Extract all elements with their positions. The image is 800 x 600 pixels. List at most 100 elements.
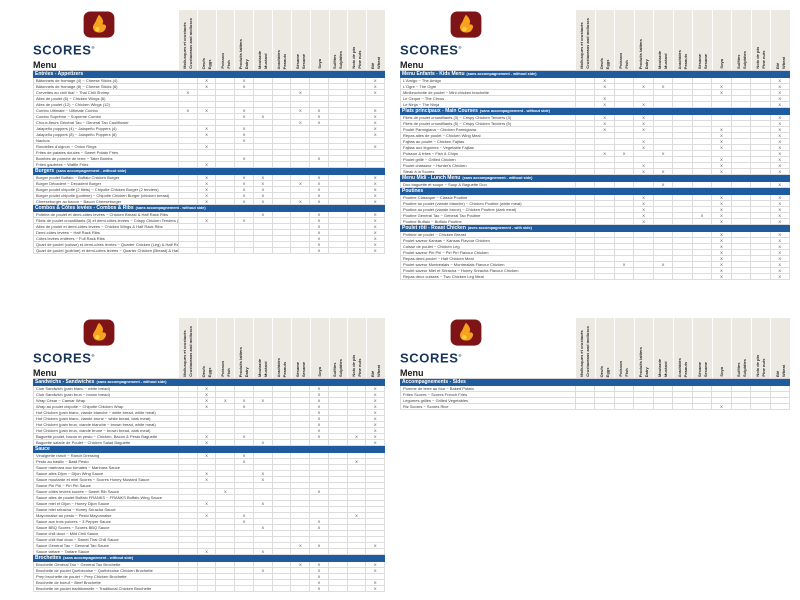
menu-item-name: Sauce Général Tao ~ General Tao Sauce bbox=[33, 543, 178, 548]
allergen-mark-cell bbox=[575, 201, 594, 206]
allergen-mark-cell bbox=[691, 219, 711, 224]
allergen-mark-cell bbox=[196, 120, 216, 125]
allergen-mark-cell bbox=[652, 238, 672, 243]
allergen-mark-cell bbox=[234, 549, 253, 554]
allergen-mark-cell bbox=[575, 121, 594, 126]
allergen-mark-cell bbox=[594, 139, 613, 144]
allergen-mark-cell bbox=[309, 132, 328, 137]
allergen-mark-cell bbox=[594, 256, 613, 261]
allergen-mark-cell bbox=[290, 96, 309, 101]
menu-item-row: Fajitas aux légumes ~ Vegetable Fajitas X… bbox=[400, 145, 790, 151]
allergen-mark-cell bbox=[691, 133, 711, 138]
allergen-mark-cell bbox=[290, 471, 309, 476]
menu-item-name: Légumes grillés ~ Grilled Vegetables bbox=[400, 398, 575, 403]
allergen-mark-cell bbox=[730, 121, 750, 126]
allergen-mark-cell bbox=[215, 96, 234, 101]
allergen-mark-cell bbox=[252, 156, 272, 161]
allergen-mark-cell: X bbox=[365, 144, 386, 149]
allergen-column-label: Soya bbox=[719, 59, 725, 69]
allergen-mark-cell bbox=[290, 489, 309, 494]
allergen-mark-cell: X bbox=[178, 90, 197, 95]
allergen-mark-cell bbox=[613, 213, 633, 218]
allergen-mark-cell bbox=[178, 549, 197, 554]
allergen-column-header: Noix de pin Pine nuts bbox=[347, 10, 367, 70]
allergen-mark-cell bbox=[271, 471, 291, 476]
allergen-mark-cell bbox=[271, 90, 291, 95]
allergen-mark-cell: X bbox=[196, 398, 216, 403]
allergen-mark-cell bbox=[613, 127, 633, 132]
allergen-mark-cell: X bbox=[711, 219, 730, 224]
menu-item-name: Quart de poulet (poitrine) et demi-côtes… bbox=[33, 248, 178, 253]
allergen-mark-cell: X bbox=[309, 562, 328, 567]
allergen-column-header: Mollusques et crustacés Crustaceans and m… bbox=[575, 318, 595, 378]
allergen-mark-cell: X bbox=[711, 250, 730, 255]
allergen-column-header: Sulfites Sulphites bbox=[731, 10, 751, 70]
menu-item-name: Filets de poulet croustillants (5) ~ Cri… bbox=[400, 121, 575, 126]
allergen-column-header: Soya bbox=[309, 10, 329, 70]
allergen-mark-cell bbox=[750, 232, 769, 237]
allergen-column-header: Soya bbox=[309, 318, 329, 378]
allergen-mark-cell bbox=[196, 102, 216, 107]
allergen-mark-cell bbox=[672, 102, 691, 107]
menu-item-row: Sauce chili thaï doux ~ Sweet Thai Chili… bbox=[33, 537, 386, 543]
brand-wordmark: SCORES® bbox=[33, 350, 96, 366]
allergen-mark-cell: X bbox=[290, 120, 309, 125]
menu-item-row: Le Cirque ~ The Circus X X bbox=[400, 96, 790, 102]
allergen-mark-cell bbox=[271, 162, 291, 167]
allergen-mark-cell: X bbox=[711, 262, 730, 267]
allergen-column-header: Sulfites Sulphites bbox=[328, 10, 348, 70]
allergen-mark-cell bbox=[234, 501, 253, 506]
allergen-mark-cell: X bbox=[711, 139, 730, 144]
allergen-mark-cell bbox=[309, 537, 328, 542]
allergen-mark-cell bbox=[327, 404, 347, 409]
allergen-mark-cell bbox=[346, 410, 366, 415]
allergen-mark-cell bbox=[290, 242, 309, 247]
allergen-mark-cell: X bbox=[633, 127, 652, 132]
allergen-mark-cell: X bbox=[633, 213, 652, 218]
allergen-column-header: Poisson Fish bbox=[614, 318, 634, 378]
allergen-mark-cell bbox=[365, 495, 386, 500]
allergen-mark-cell bbox=[215, 248, 234, 253]
allergen-mark-cell bbox=[271, 537, 291, 542]
menu-item-name: Wrap César ~ Caesar Wrap bbox=[33, 398, 178, 403]
allergen-mark-cell bbox=[750, 262, 769, 267]
allergen-mark-cell bbox=[309, 78, 328, 83]
allergen-mark-cell bbox=[252, 242, 272, 247]
allergen-mark-cell bbox=[365, 471, 386, 476]
allergen-mark-cell: X bbox=[769, 127, 790, 132]
allergen-mark-cell bbox=[711, 182, 730, 187]
scores-logo-icon bbox=[83, 319, 115, 347]
menu-item-row: Repas ailes de poulet ~ Chicken Wing Mea… bbox=[400, 133, 790, 139]
allergen-mark-cell bbox=[327, 132, 347, 137]
allergen-mark-cell bbox=[215, 150, 234, 155]
allergen-mark-cell bbox=[769, 398, 790, 403]
allergen-mark-cell bbox=[178, 199, 197, 204]
allergen-mark-cell bbox=[327, 574, 347, 579]
allergen-mark-cell bbox=[309, 483, 328, 488]
allergen-mark-cell bbox=[196, 156, 216, 161]
allergen-mark-cell bbox=[215, 90, 234, 95]
allergen-mark-cell bbox=[178, 78, 197, 83]
allergen-label-en: Crustaceans and molluscs bbox=[585, 18, 591, 69]
menu-item-name: Repas deux cuisses ~ Two Chicken Leg Mea… bbox=[400, 274, 575, 279]
allergen-mark-cell bbox=[575, 90, 594, 95]
allergen-mark-cell bbox=[309, 162, 328, 167]
allergen-mark-cell bbox=[271, 501, 291, 506]
allergen-mark-cell bbox=[365, 483, 386, 488]
allergen-mark-cell: X bbox=[365, 193, 386, 198]
section-note: (sans accompagnement - without side) bbox=[135, 206, 206, 210]
allergen-mark-cell bbox=[178, 404, 197, 409]
allergen-column-header: Sésame Sesame bbox=[290, 10, 310, 70]
allergen-mark-cell bbox=[730, 78, 750, 83]
allergen-column-header: Sésame Sesame bbox=[692, 10, 712, 70]
menu-item-row: Poisson & frites ~ Fish & Chips X X X X bbox=[400, 151, 790, 157]
allergen-mark-cell bbox=[691, 386, 711, 391]
allergen-mark-cell: X bbox=[633, 102, 652, 107]
allergen-mark-cell bbox=[271, 132, 291, 137]
menu-item-row: Cuisse de poulet ~ Chicken Leg X X bbox=[400, 244, 790, 250]
allergen-label-en: Sulphites bbox=[741, 358, 747, 377]
allergen-column-label: Moutarde Mustard bbox=[257, 359, 269, 377]
allergen-mark-cell bbox=[215, 236, 234, 241]
allergen-mark-cell: X bbox=[252, 114, 272, 119]
allergen-mark-cell bbox=[327, 102, 347, 107]
